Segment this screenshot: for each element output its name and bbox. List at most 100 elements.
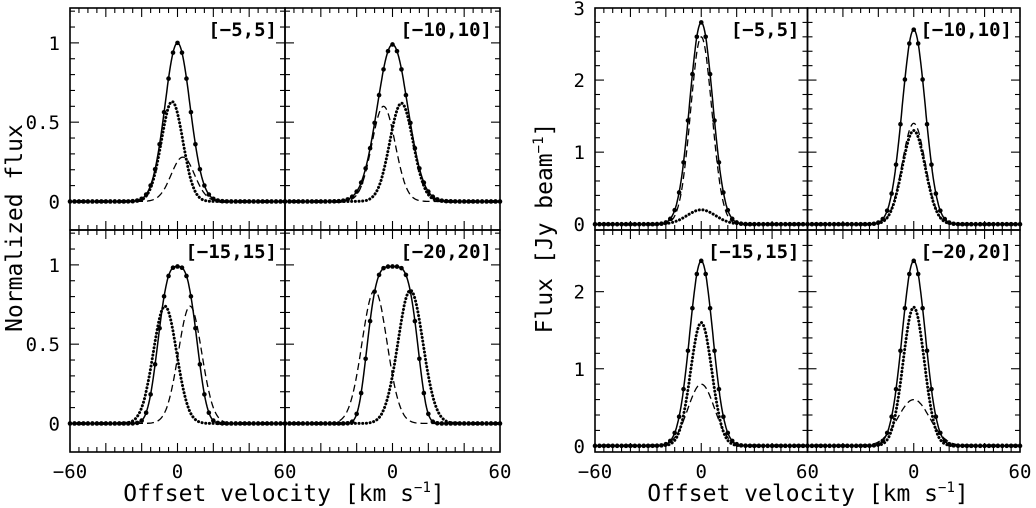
panel-left-bottom-right-total-point <box>376 272 382 278</box>
panel-right-top-right-total-point <box>938 208 943 213</box>
panel-right-bottom-left-total-point <box>694 271 700 277</box>
panel-left-bottom-left-total-point <box>206 410 212 415</box>
panel-right-top-right-total-point <box>893 162 899 167</box>
panel-left-bottom-right-frame <box>284 229 501 453</box>
panel-left-top-right-total-point <box>390 42 395 47</box>
panel-left-bottom-left-ytick-label: 1 <box>49 255 60 277</box>
panel-left-bottom-right-total-point <box>421 390 427 396</box>
panel-left-top-left-total-point <box>202 183 207 188</box>
panel-left-top-left-total-point <box>206 192 212 197</box>
left-x-axis-label-sup: −1 <box>414 480 431 496</box>
panel-left-bottom-left-total-point <box>197 362 203 367</box>
panel-right-top-right-total-point <box>911 27 917 32</box>
panel-left-bottom-right-total-point <box>363 356 368 362</box>
left-x-axis-label: Offset velocity [km s−1] <box>123 480 445 507</box>
panel-left-top-right-total-point <box>403 92 409 98</box>
panel-right-bottom-left-total-point <box>721 414 726 420</box>
panel-right-bottom-left-frame <box>594 229 809 453</box>
panel-right-bottom-left-total-point <box>672 430 677 436</box>
panel-right-top-left-total-point <box>694 34 700 40</box>
panel-right-top-right-dashed-line <box>807 122 1020 225</box>
panel-right-bottom-right-total-point <box>884 430 890 436</box>
panel-left-top-left-ytick-label: 0.5 <box>26 112 60 134</box>
panel-left-top-left-dotted-line <box>68 100 287 203</box>
panel-right-bottom-left-dashed-line <box>595 383 808 447</box>
panel-left-top-right-total-point <box>381 67 386 72</box>
panel-right-bottom-left-dotted-line <box>593 320 809 448</box>
panel-left-top-left-total-point <box>193 142 198 147</box>
panel-left-top-left-total-point <box>161 109 167 115</box>
panel-right-bottom-right-xtick-label: 60 <box>1009 461 1032 483</box>
panel-left-bottom-right-range-label: [−20,20] <box>400 241 492 263</box>
right-x-axis-label: Offset velocity [km s−1] <box>647 480 969 507</box>
panel-right-bottom-right-total-point <box>907 271 912 277</box>
left-x-axis-label-end: ] <box>431 481 445 507</box>
panel-left-bottom-left-total-point <box>188 294 194 299</box>
panel-left-bottom-right-total-point <box>399 265 404 271</box>
panel-right-top-left-total-point <box>672 207 677 213</box>
left-y-axis-label: Normalized flux <box>2 124 28 332</box>
panel-left-bottom-left-total-point <box>161 294 167 299</box>
panel-right-top-left-dashed-line <box>595 35 808 225</box>
panel-right-top-right-total-point <box>929 162 934 167</box>
panel-left-bottom-right-total-point <box>394 264 400 269</box>
left-x-axis-label-main: Offset velocity [km s <box>123 481 414 507</box>
panel-left-top-left-total-point <box>184 76 189 81</box>
panel-right-top-right: [−10,10] <box>805 7 1023 231</box>
panel-left-bottom-left-total-point <box>143 410 149 415</box>
panel-left-bottom-left-total-point <box>152 362 158 367</box>
panel-right-top-left-total-point <box>721 190 726 195</box>
panel-right-top-right-dotted-line <box>806 128 1022 226</box>
panel-left-bottom-left-total-point <box>202 392 207 397</box>
panel-right-top-right-total-point <box>884 208 890 213</box>
panel-left-top-right-total-point <box>376 92 382 98</box>
panel-right-bottom-left-total-point <box>707 305 713 311</box>
panel-right-bottom-right-total-point <box>924 348 930 354</box>
panel-right-bottom-left-ytick-label: 0 <box>574 436 585 458</box>
right-y-axis-label-end: ] <box>532 123 558 137</box>
panel-right-bottom-right: 0 60 [−20,20] <box>805 229 1032 483</box>
panel-right-bottom-left-total-point <box>676 414 682 420</box>
panel-left-top-right-total-point <box>394 48 400 54</box>
panel-left-bottom-right-total-point <box>426 411 431 417</box>
panel-right-bottom-left-total-point <box>698 258 704 264</box>
panel-left-bottom-left-frame <box>69 229 286 453</box>
panel-right-bottom-left-ytick-label: 1 <box>574 359 585 381</box>
panel-left-top-left-total-point <box>188 109 194 115</box>
panel-right-bottom-right-total-point <box>898 348 903 354</box>
panel-left-top-left-total-point <box>197 166 203 172</box>
panel-left-bottom-right-total-point <box>385 264 391 269</box>
panel-left-bottom-right-total-point <box>381 265 386 271</box>
panel-right-top-right-total-point <box>1017 221 1023 227</box>
panel-right-top-right-total-line <box>807 28 1020 225</box>
panel-right-top-left-frame <box>594 7 809 231</box>
panel-left-bottom-right-dashed-line <box>285 289 500 425</box>
panel-left-top-right-total-point <box>385 48 391 54</box>
panel-left-bottom-left-total-point <box>170 265 176 270</box>
panel-right-top-right-total-point <box>915 41 921 46</box>
panel-right-top-left-total-point <box>707 71 713 77</box>
panel-left-top-left-total-point <box>166 76 171 81</box>
panel-left-top-right: [−10,10] <box>282 7 503 231</box>
panel-left-bottom-left-total-point <box>166 273 171 279</box>
panel-right-top-right-frame <box>806 7 1021 231</box>
right-y-axis-label: Flux [Jy beam−1] <box>531 123 558 334</box>
panel-right-top-left-total-point <box>703 34 708 40</box>
panel-right-top-left: 0 1 2 3 [−5,5] <box>574 0 810 236</box>
panel-left-top-left-total-line <box>70 42 285 203</box>
panel-left-bottom-left-ytick-label: 0.5 <box>26 334 60 356</box>
panel-left-bottom-left-dashed-line <box>70 305 285 425</box>
panel-left-bottom-left-total-point <box>179 265 185 270</box>
panel-right-top-right-total-point <box>902 77 908 82</box>
panel-left-top-left-ytick-label: 0 <box>49 191 60 213</box>
panel-left-bottom-right-total-point <box>367 318 373 324</box>
panel-right-top-left-ytick-label: 2 <box>574 70 585 92</box>
panel-left-bottom-right-total-point <box>412 318 418 324</box>
panel-left-bottom-left-total-point <box>175 264 180 269</box>
panel-left-bottom-left-total-point <box>130 421 136 426</box>
panel-right-bottom-left-xtick-label: 60 <box>796 461 819 483</box>
panel-right-top-right-range-label: [−10,10] <box>920 19 1012 41</box>
panel-left-bottom-right-total-point <box>417 356 422 362</box>
panel-right-bottom-right-total-point <box>915 271 921 277</box>
panel-right-top-right-total-point <box>889 191 894 196</box>
